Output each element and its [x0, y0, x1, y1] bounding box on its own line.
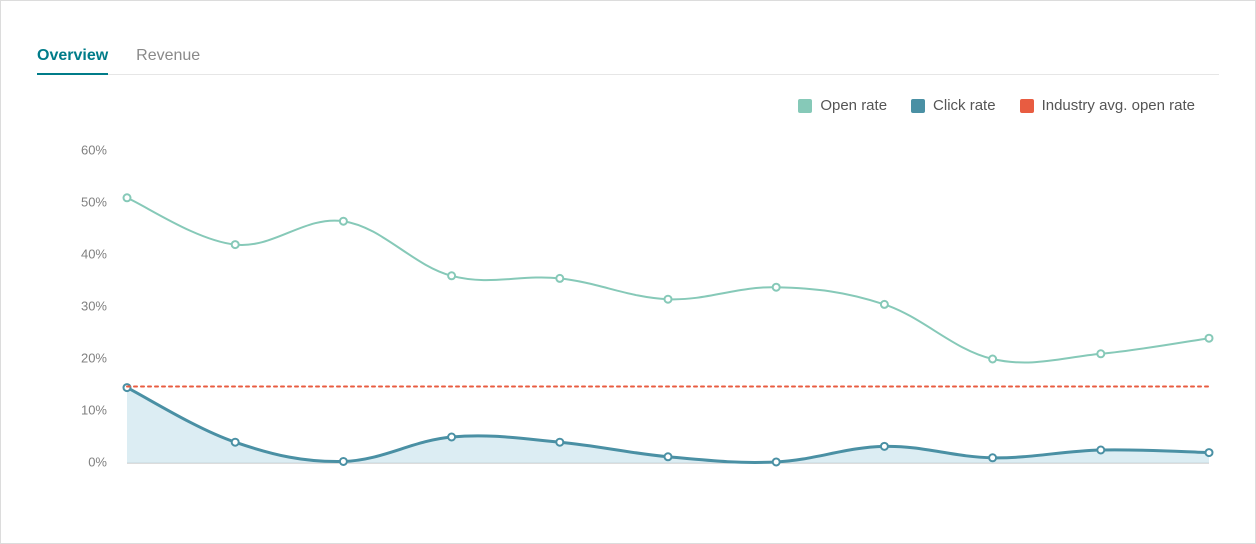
tab-revenue[interactable]: Revenue — [136, 47, 200, 75]
svg-text:50%: 50% — [81, 194, 107, 209]
svg-text:40%: 40% — [81, 246, 107, 261]
legend-industry-avg-label: Industry avg. open rate — [1042, 97, 1195, 114]
legend-open-rate-label: Open rate — [820, 97, 887, 114]
legend-click-rate-label: Click rate — [933, 97, 996, 114]
chart-tabs: Overview Revenue — [1, 19, 1255, 75]
svg-text:0%: 0% — [88, 454, 107, 469]
swatch-click-rate — [911, 99, 925, 113]
tab-overview[interactable]: Overview — [37, 47, 108, 75]
chart-area: 0% 10% 20% 30% 40% 50% 60% — [37, 141, 1219, 473]
swatch-industry-avg — [1020, 99, 1034, 113]
svg-text:60%: 60% — [81, 142, 107, 157]
svg-text:10%: 10% — [81, 402, 107, 417]
legend-open-rate: Open rate — [798, 97, 887, 114]
chart-legend: Open rate Click rate Industry avg. open … — [798, 97, 1195, 114]
legend-click-rate: Click rate — [911, 97, 996, 114]
legend-industry-avg: Industry avg. open rate — [1020, 97, 1195, 114]
svg-text:30%: 30% — [81, 298, 107, 313]
analytics-panel: Overview Revenue Open rate Click rate In… — [0, 0, 1256, 544]
line-chart: 0% 10% 20% 30% 40% 50% 60% — [37, 141, 1219, 473]
swatch-open-rate — [798, 99, 812, 113]
svg-text:20%: 20% — [81, 350, 107, 365]
